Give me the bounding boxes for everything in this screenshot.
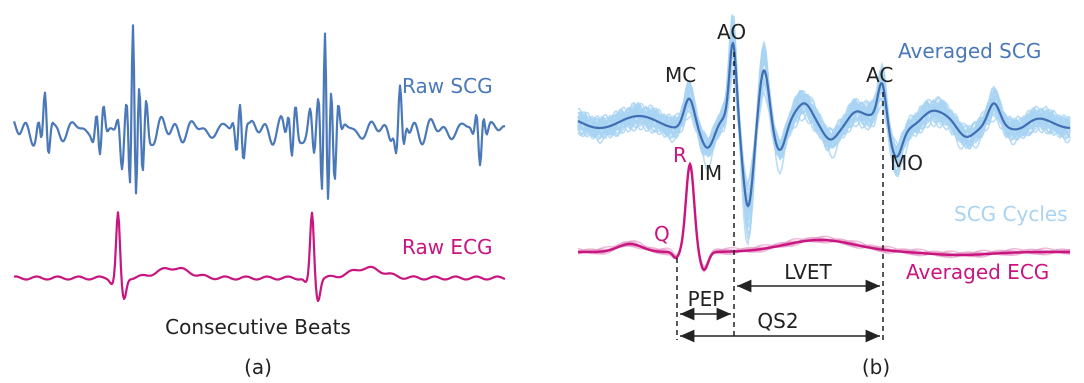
mc-label: MC bbox=[665, 63, 696, 87]
mo-label: MO bbox=[890, 151, 923, 175]
averaged-scg-trace bbox=[577, 41, 1071, 208]
q-label: Q bbox=[654, 222, 670, 246]
averaged-ecg-label: Averaged ECG bbox=[906, 260, 1049, 284]
scg-cycles-label: SCG Cycles bbox=[954, 202, 1068, 226]
panel-b: LVET PEP QS2 MC AO AC IM MO R Q Averaged… bbox=[577, 14, 1071, 379]
raw-scg-trace bbox=[12, 24, 506, 200]
r-label: R bbox=[673, 143, 687, 167]
consecutive-beats-label: Consecutive Beats bbox=[165, 315, 351, 339]
raw-ecg-label: Raw ECG bbox=[402, 235, 493, 259]
im-label: IM bbox=[699, 161, 722, 185]
ao-label: AO bbox=[717, 20, 746, 44]
panel-a: Raw SCG Raw ECG Consecutive Beats (a) bbox=[12, 24, 506, 379]
ac-label: AC bbox=[866, 63, 893, 87]
panel-a-label: (a) bbox=[244, 355, 272, 379]
averaged-ecg-trace bbox=[577, 162, 1071, 271]
raw-ecg-trace bbox=[13, 211, 506, 303]
pep-label: PEP bbox=[688, 287, 725, 311]
panel-b-label: (b) bbox=[862, 355, 890, 379]
averaged-scg-label: Averaged SCG bbox=[898, 39, 1041, 63]
raw-scg-label: Raw SCG bbox=[402, 74, 493, 98]
lvet-label: LVET bbox=[784, 260, 832, 284]
qs2-label: QS2 bbox=[757, 309, 798, 333]
